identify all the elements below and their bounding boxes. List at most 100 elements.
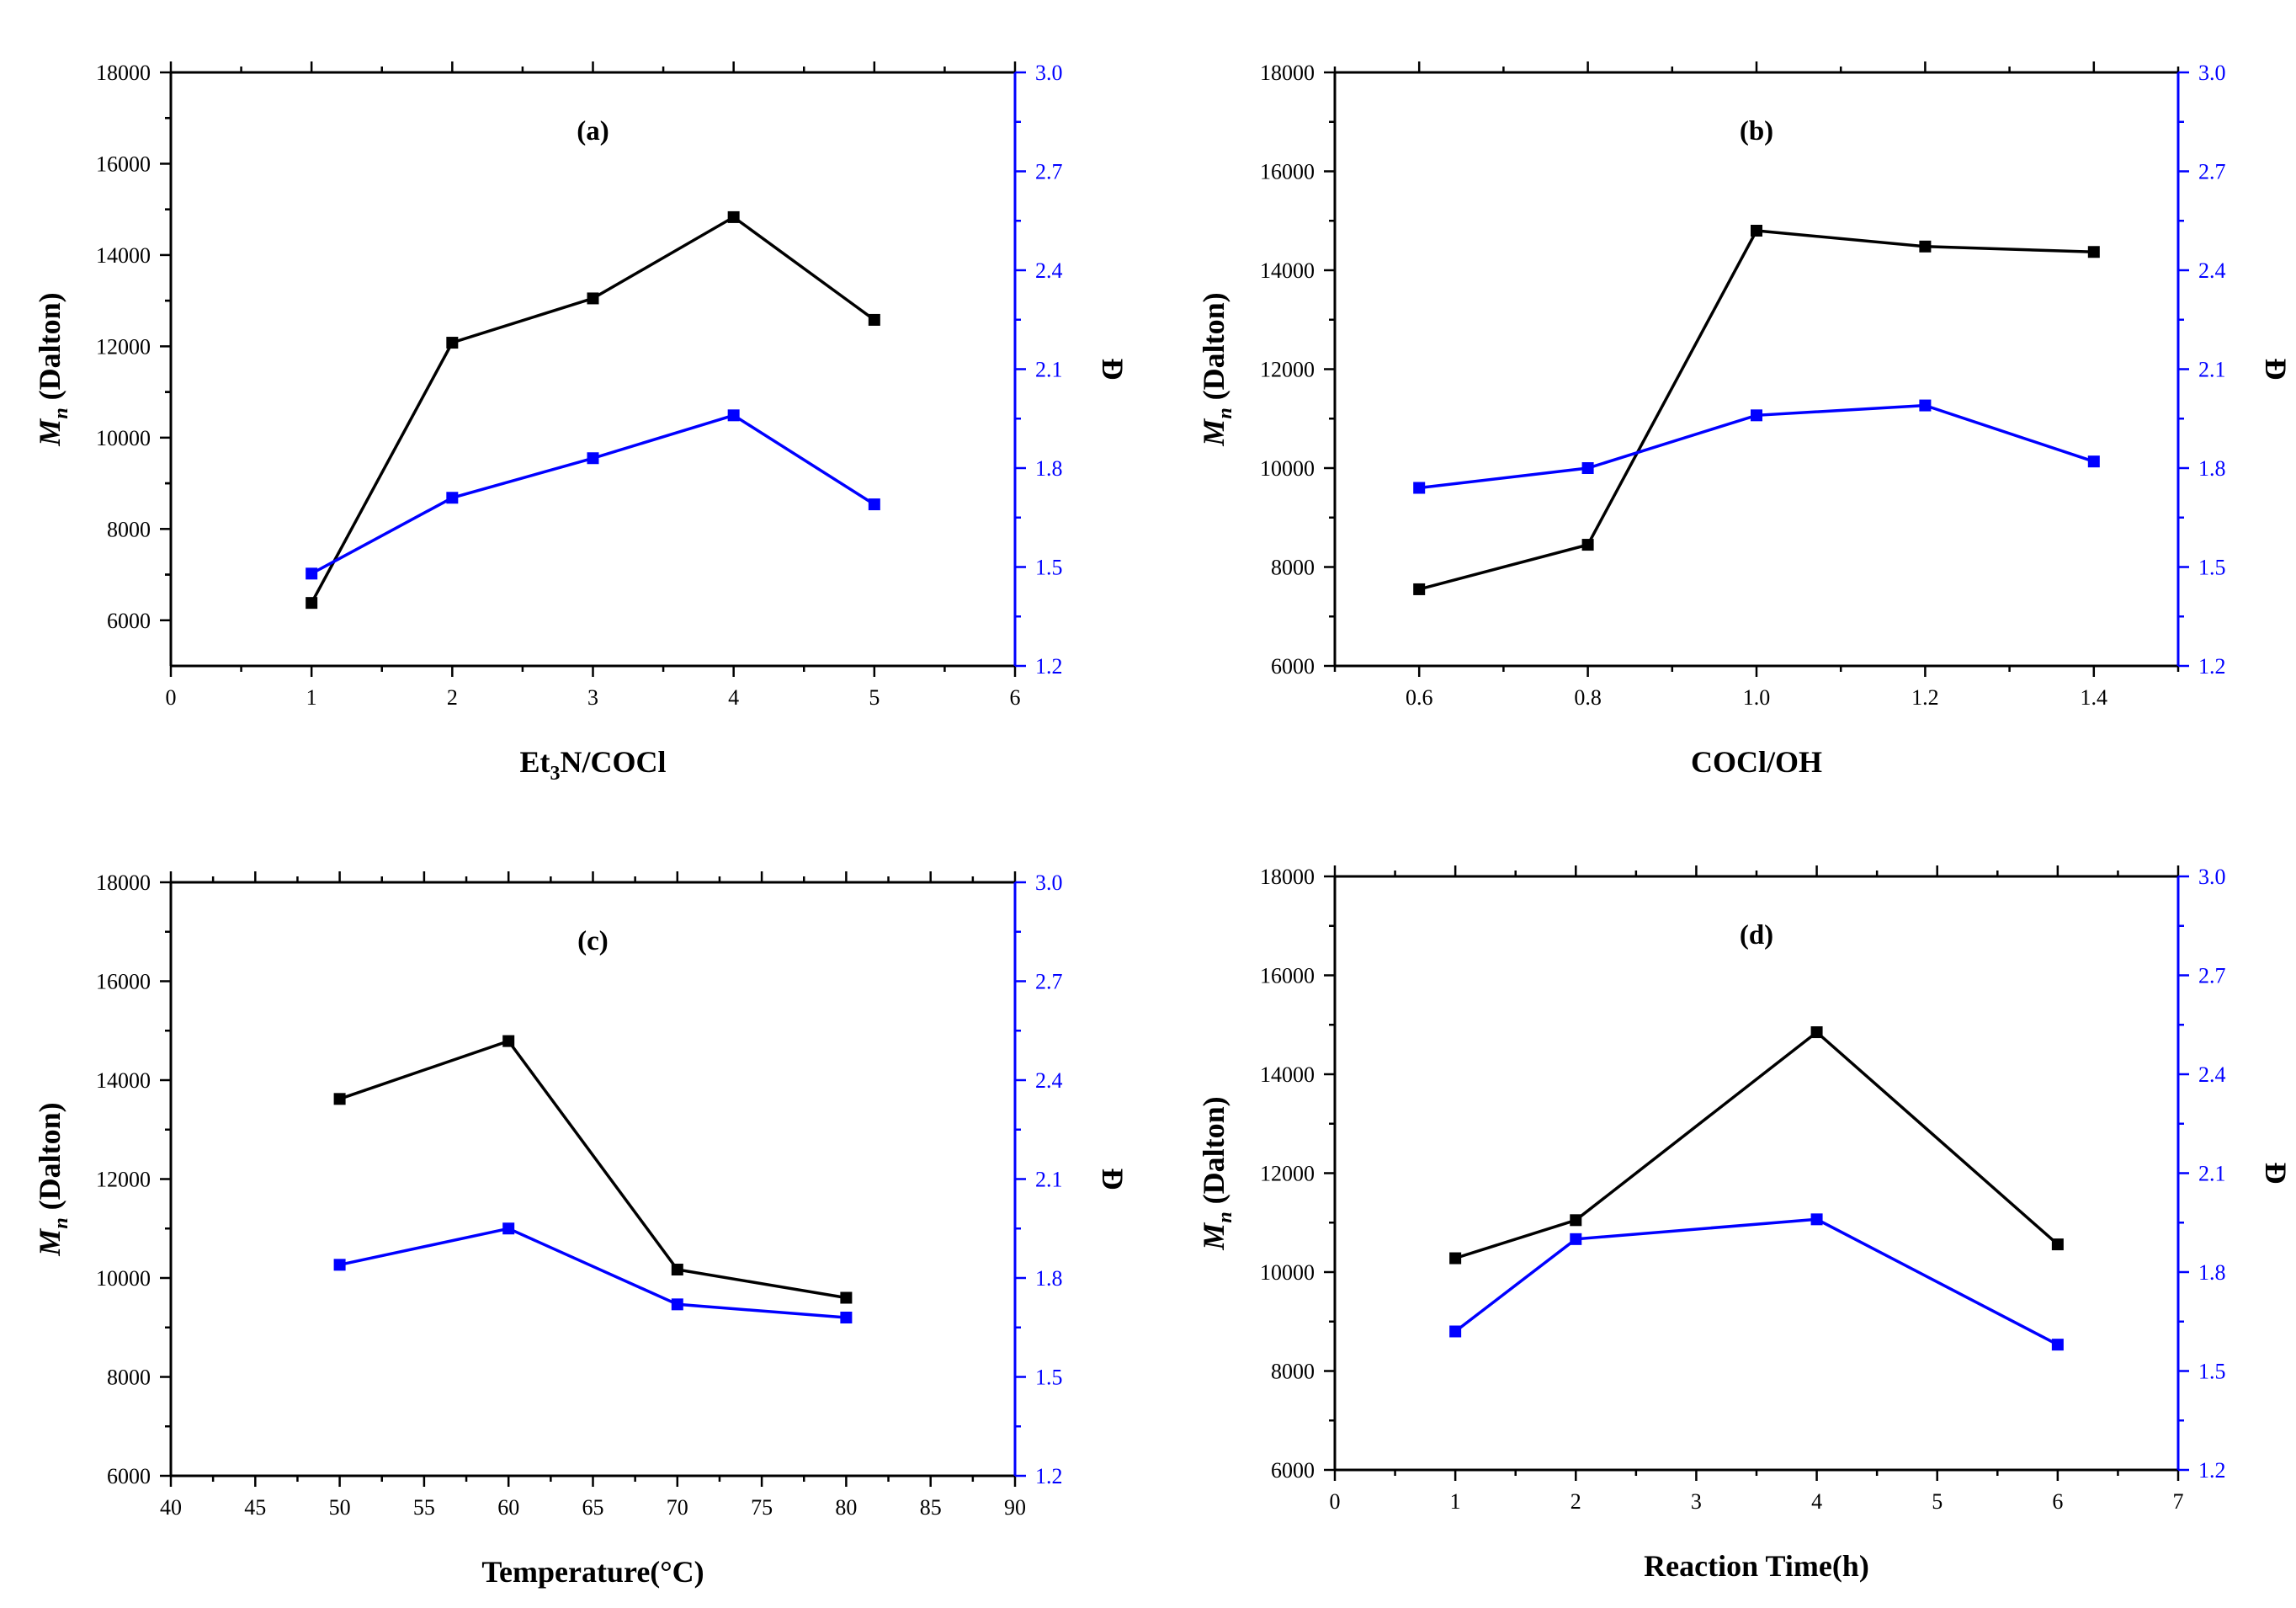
x-tick-label: 5: [1932, 1489, 1943, 1514]
left-y-axis-title: Mn (Dalton): [33, 1102, 72, 1256]
right-y-axis-title: Đ: [2259, 359, 2293, 381]
x-tick-label: 75: [751, 1495, 773, 1520]
left-y-tick-label: 12000: [1260, 1162, 1315, 1186]
data-point-dispersity: [502, 1222, 515, 1235]
panel-title: (c): [577, 926, 609, 956]
left-y-tick-label: 6000: [1271, 654, 1315, 679]
series-line-dispersity: [311, 413, 875, 575]
data-point-mn: [1413, 583, 1426, 595]
data-point-dispersity: [1449, 1325, 1462, 1338]
series-line-mn: [339, 1039, 847, 1300]
right-y-tick-label: 2.1: [2198, 358, 2226, 382]
right-y-tick-label: 1.5: [2198, 556, 2226, 580]
left-y-tick-label: 6000: [107, 609, 151, 633]
left-y-tick-label: 14000: [96, 243, 151, 268]
x-tick-label: 0.8: [1574, 685, 1602, 710]
right-y-tick-label: 2.7: [2198, 964, 2226, 988]
left-y-tick-label: 6000: [107, 1464, 151, 1488]
x-tick-label: 5: [869, 685, 880, 710]
left-y-tick-label: 10000: [96, 1266, 151, 1291]
panel-title: (d): [1740, 920, 1773, 950]
x-tick-label: 45: [244, 1495, 266, 1520]
series-line-dispersity: [339, 1227, 847, 1319]
x-tick-label: 0: [1330, 1489, 1341, 1514]
right-y-tick-label: 1.2: [1035, 1464, 1063, 1488]
data-point-mn: [840, 1291, 853, 1304]
x-tick-label: 6: [1010, 685, 1021, 710]
left-y-tick-label: 8000: [1271, 1360, 1315, 1384]
x-tick-label: 1.4: [2081, 685, 2108, 710]
data-point-mn: [306, 597, 318, 610]
data-point-dispersity: [727, 409, 740, 422]
data-point-dispersity: [868, 498, 880, 511]
right-y-axis-title: Đ: [2259, 1163, 2293, 1185]
data-point-mn: [2087, 246, 2100, 258]
data-point-mn: [727, 210, 740, 223]
left-y-tick-label: 14000: [1260, 258, 1315, 283]
left-y-tick-label: 18000: [1260, 61, 1315, 85]
right-y-tick-label: 2.1: [1035, 358, 1063, 382]
x-tick-label: 3: [1691, 1489, 1702, 1514]
right-y-tick-label: 2.7: [1035, 970, 1063, 994]
left-y-tick-label: 12000: [96, 1168, 151, 1192]
series-line-mn: [1454, 1030, 2059, 1260]
x-tick-label: 0: [166, 685, 177, 710]
data-point-mn: [1581, 539, 1594, 551]
right-y-tick-label: 2.1: [1035, 1168, 1063, 1192]
chart-panel-2: 0.6 0.8 1.0 1.2 1.4 6000 8000 10000 12000 14000 16…: [1197, 61, 2293, 779]
right-y-tick-label: 2.1: [2198, 1162, 2226, 1186]
x-tick-label: 4: [1811, 1489, 1822, 1514]
data-point-mn: [1919, 240, 1932, 253]
x-tick-label: 50: [329, 1495, 351, 1520]
series-line-mn: [310, 215, 875, 604]
right-y-tick-label: 1.8: [1035, 1266, 1063, 1291]
left-y-tick-label: 10000: [1260, 456, 1315, 481]
left-y-tick-label: 18000: [1260, 865, 1315, 889]
right-y-axis-title: Đ: [1096, 1169, 1129, 1190]
data-point-mn: [1810, 1026, 1823, 1039]
right-y-tick-label: 2.7: [1035, 160, 1063, 184]
x-tick-label: 3: [587, 685, 598, 710]
x-tick-label: 1: [1450, 1489, 1461, 1514]
right-y-tick-label: 1.2: [1035, 654, 1063, 679]
left-y-tick-label: 12000: [96, 334, 151, 359]
data-point-mn: [446, 337, 459, 349]
right-y-tick-label: 1.5: [2198, 1360, 2226, 1384]
right-y-tick-label: 2.7: [2198, 160, 2226, 184]
x-tick-label: 1: [306, 685, 317, 710]
chart-panel-3: 40 45 50 55 60 65 70 75 80 85 90 6000 8000 10000 12000…: [33, 871, 1129, 1589]
right-y-tick-label: 1.8: [1035, 456, 1063, 481]
x-tick-label: 2: [1571, 1489, 1581, 1514]
x-tick-label: 60: [497, 1495, 519, 1520]
right-y-tick-label: 3.0: [1035, 871, 1063, 895]
x-tick-label: 80: [835, 1495, 857, 1520]
x-tick-label: 90: [1004, 1495, 1026, 1520]
data-point-dispersity: [446, 492, 459, 504]
left-y-tick-label: 8000: [107, 517, 151, 541]
right-y-tick-label: 2.4: [2198, 1062, 2226, 1087]
x-tick-label: 4: [728, 685, 739, 710]
data-point-dispersity: [1581, 462, 1594, 474]
left-y-axis-title: Mn (Dalton): [1197, 1096, 1236, 1250]
data-point-mn: [1449, 1252, 1462, 1265]
left-y-axis-title: Mn (Dalton): [33, 292, 72, 446]
x-tick-label: 7: [2173, 1489, 2184, 1514]
left-y-tick-label: 14000: [1260, 1062, 1315, 1087]
data-point-mn: [1751, 225, 1762, 237]
left-y-tick-label: 16000: [96, 970, 151, 994]
left-y-tick-label: 10000: [96, 426, 151, 450]
data-point-dispersity: [840, 1312, 853, 1323]
right-y-tick-label: 3.0: [2198, 61, 2226, 85]
series-line-dispersity: [1454, 1217, 2059, 1346]
left-y-tick-label: 16000: [1260, 964, 1315, 988]
right-y-tick-label: 2.4: [2198, 258, 2226, 283]
left-y-tick-label: 18000: [96, 61, 151, 85]
data-point-mn: [502, 1035, 515, 1047]
x-tick-label: 2: [447, 685, 458, 710]
left-y-tick-label: 14000: [96, 1068, 151, 1093]
left-y-tick-label: 18000: [96, 871, 151, 895]
right-y-axis-title: Đ: [1096, 359, 1129, 381]
x-tick-label: 1.0: [1743, 685, 1771, 710]
right-y-tick-label: 1.2: [2198, 1458, 2226, 1483]
x-axis-title: Et3N/COCl: [520, 745, 667, 785]
